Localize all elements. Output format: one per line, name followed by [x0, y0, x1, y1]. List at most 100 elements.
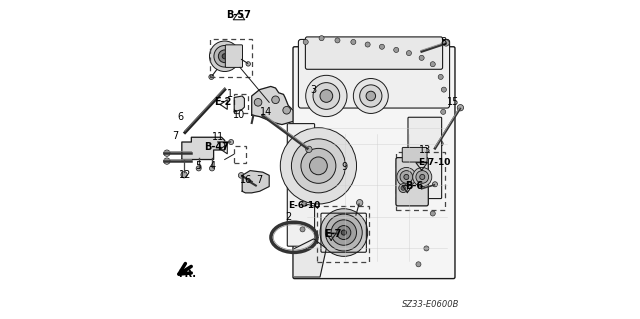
Circle shape	[443, 40, 449, 46]
FancyBboxPatch shape	[293, 47, 455, 278]
Circle shape	[218, 50, 231, 63]
Circle shape	[353, 78, 388, 114]
Text: 1: 1	[227, 89, 233, 100]
Circle shape	[306, 75, 347, 117]
Circle shape	[438, 74, 444, 79]
Circle shape	[380, 44, 385, 49]
Text: 7: 7	[173, 131, 179, 141]
Text: 8: 8	[441, 37, 447, 47]
Bar	[234, 94, 248, 114]
FancyBboxPatch shape	[408, 117, 442, 198]
Text: 11: 11	[212, 132, 224, 142]
Text: E-6-10: E-6-10	[288, 201, 320, 210]
Circle shape	[209, 41, 240, 71]
Bar	[396, 178, 416, 198]
Text: B-6: B-6	[404, 182, 423, 191]
Circle shape	[214, 46, 236, 67]
Circle shape	[164, 158, 170, 164]
Circle shape	[283, 107, 291, 114]
Circle shape	[337, 226, 351, 240]
Circle shape	[331, 220, 356, 245]
Circle shape	[209, 166, 214, 171]
Circle shape	[254, 99, 262, 106]
Circle shape	[320, 90, 333, 102]
Circle shape	[301, 148, 336, 183]
Text: FR.: FR.	[178, 270, 196, 279]
FancyBboxPatch shape	[403, 147, 427, 162]
Circle shape	[313, 83, 340, 109]
Circle shape	[401, 186, 405, 190]
Text: 16: 16	[240, 175, 252, 185]
Text: 4: 4	[210, 161, 216, 171]
Text: B-47: B-47	[204, 142, 229, 152]
Text: B-57: B-57	[227, 10, 252, 20]
Circle shape	[397, 167, 416, 187]
Bar	[211, 39, 252, 77]
Circle shape	[335, 38, 340, 43]
Bar	[396, 152, 445, 210]
Circle shape	[351, 40, 356, 45]
Circle shape	[356, 199, 363, 206]
Bar	[317, 206, 369, 262]
Circle shape	[430, 62, 435, 67]
Bar	[234, 146, 246, 163]
Polygon shape	[252, 86, 293, 124]
Circle shape	[419, 55, 424, 60]
Circle shape	[298, 252, 303, 257]
Circle shape	[238, 173, 244, 178]
Circle shape	[366, 91, 376, 101]
Circle shape	[394, 48, 399, 52]
Text: 5: 5	[196, 161, 202, 171]
Text: 15: 15	[447, 97, 460, 107]
Circle shape	[301, 201, 307, 206]
Text: 14: 14	[260, 107, 272, 117]
Circle shape	[181, 172, 188, 178]
Circle shape	[457, 105, 463, 111]
Text: 6: 6	[177, 112, 183, 122]
Circle shape	[319, 36, 324, 41]
Circle shape	[416, 262, 421, 267]
Text: E-2: E-2	[214, 97, 232, 107]
Text: 10: 10	[233, 110, 245, 120]
Circle shape	[399, 184, 408, 193]
Circle shape	[360, 85, 382, 107]
Text: 2: 2	[285, 212, 291, 222]
Circle shape	[435, 179, 440, 184]
Circle shape	[272, 96, 279, 104]
Circle shape	[413, 167, 432, 187]
Circle shape	[365, 42, 370, 47]
Polygon shape	[234, 96, 244, 112]
Text: E-7: E-7	[324, 229, 341, 239]
Circle shape	[438, 141, 444, 146]
FancyBboxPatch shape	[396, 158, 428, 206]
Polygon shape	[182, 137, 225, 160]
Circle shape	[306, 146, 312, 152]
FancyBboxPatch shape	[298, 40, 449, 108]
Circle shape	[222, 54, 227, 59]
Circle shape	[341, 230, 346, 235]
Circle shape	[325, 214, 362, 251]
Circle shape	[430, 211, 435, 216]
Circle shape	[291, 139, 346, 193]
Circle shape	[442, 87, 447, 92]
FancyBboxPatch shape	[287, 123, 315, 246]
Circle shape	[406, 50, 412, 56]
Polygon shape	[242, 171, 269, 193]
Circle shape	[420, 174, 425, 180]
Circle shape	[196, 166, 201, 171]
FancyBboxPatch shape	[225, 45, 243, 67]
Circle shape	[441, 109, 446, 115]
Text: 9: 9	[341, 162, 348, 173]
Circle shape	[310, 157, 327, 175]
Circle shape	[416, 171, 429, 183]
Circle shape	[404, 174, 409, 180]
Text: 13: 13	[419, 145, 431, 155]
Circle shape	[244, 177, 250, 183]
Circle shape	[300, 227, 305, 232]
Circle shape	[280, 128, 356, 204]
Circle shape	[303, 40, 308, 45]
Circle shape	[246, 62, 250, 66]
Text: 12: 12	[179, 170, 191, 180]
Circle shape	[320, 209, 367, 256]
Text: SZ33-E0600B: SZ33-E0600B	[403, 300, 460, 308]
